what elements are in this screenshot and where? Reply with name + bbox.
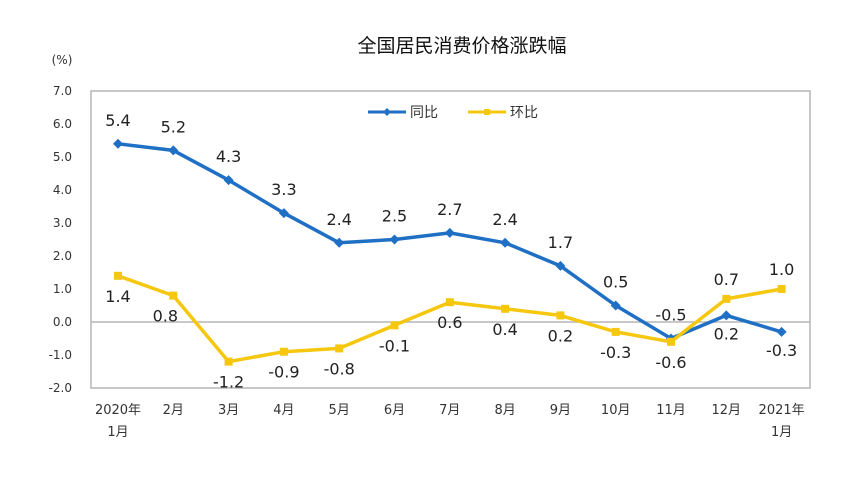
data-point xyxy=(224,357,233,366)
data-point xyxy=(555,260,566,271)
data-point xyxy=(389,234,400,245)
data-label: 3.3 xyxy=(271,180,296,199)
data-label: 0.2 xyxy=(714,324,739,343)
x-tick-label: 3月 xyxy=(218,403,239,418)
data-point xyxy=(444,227,455,238)
y-tick-label: -2.0 xyxy=(49,381,72,395)
data-label: -0.5 xyxy=(655,306,686,325)
data-label: 2.4 xyxy=(326,210,351,229)
x-tick-label: 2月 xyxy=(163,403,184,418)
data-label: 0.6 xyxy=(437,313,462,332)
data-point xyxy=(223,175,234,186)
legend-label: 同比 xyxy=(410,105,438,121)
data-label: -0.8 xyxy=(324,359,355,378)
data-label: 5.2 xyxy=(161,117,186,136)
data-label: 0.2 xyxy=(548,326,573,345)
y-tick-label: 4.0 xyxy=(53,183,72,197)
data-point xyxy=(776,326,787,337)
y-tick-label: 0.0 xyxy=(53,315,72,329)
data-point xyxy=(278,208,289,219)
legend-marker xyxy=(383,108,391,116)
x-tick-label: 7月 xyxy=(439,403,460,418)
x-tick-label: 6月 xyxy=(384,403,405,418)
data-point xyxy=(390,321,399,330)
y-axis-label: (%) xyxy=(52,53,73,67)
data-label: -0.1 xyxy=(379,336,410,355)
plot-area xyxy=(90,90,811,389)
y-tick-label: 6.0 xyxy=(53,117,72,131)
data-label: 0.5 xyxy=(603,273,628,292)
x-tick-label: 2021年 1月 xyxy=(759,403,805,440)
data-label: 4.3 xyxy=(216,147,241,166)
data-label: -1.2 xyxy=(213,373,244,392)
data-point xyxy=(114,271,122,280)
data-point xyxy=(501,304,510,313)
data-label: 2.5 xyxy=(382,207,407,226)
data-label: 0.7 xyxy=(714,270,739,289)
data-point xyxy=(721,310,732,321)
data-label: 0.4 xyxy=(492,320,517,339)
legend-marker xyxy=(484,109,490,115)
data-point xyxy=(610,300,621,311)
data-label: -0.3 xyxy=(766,341,797,360)
chart-title: 全国居民消费价格涨跌幅 xyxy=(357,35,566,57)
x-tick-label: 11月 xyxy=(656,403,686,418)
data-label: 2.7 xyxy=(437,200,462,219)
data-point xyxy=(556,311,565,320)
data-label: 1.7 xyxy=(548,233,573,252)
data-point xyxy=(445,298,454,307)
data-label: 5.4 xyxy=(105,111,130,130)
data-point xyxy=(334,237,345,248)
data-point xyxy=(279,347,288,356)
y-tick-label: 5.0 xyxy=(53,150,72,164)
data-point xyxy=(777,285,786,293)
y-tick-label: 2.0 xyxy=(53,249,72,263)
legend: 同比 环比 xyxy=(368,105,538,121)
y-tick-label: -1.0 xyxy=(49,348,72,362)
data-label: -0.6 xyxy=(655,353,686,372)
x-tick-label: 9月 xyxy=(550,403,571,418)
data-point xyxy=(113,138,123,149)
data-label: 0.8 xyxy=(153,307,178,326)
x-tick-label: 12月 xyxy=(712,403,742,418)
x-tick-label: 10月 xyxy=(601,403,631,418)
data-label: -0.3 xyxy=(600,343,631,362)
data-label: 2.4 xyxy=(492,210,517,229)
data-point xyxy=(500,237,511,248)
x-tick-label: 5月 xyxy=(329,403,350,418)
data-point xyxy=(667,337,675,346)
y-tick-label: 7.0 xyxy=(53,84,72,98)
x-tick-label: 8月 xyxy=(494,403,515,418)
x-tick-label: 2020年 1月 xyxy=(95,403,141,440)
x-tick-label: 4月 xyxy=(273,403,294,418)
data-label: -0.9 xyxy=(268,363,299,382)
y-tick-label: 1.0 xyxy=(53,282,72,296)
data-label: 1.0 xyxy=(769,260,794,279)
y-tick-label: 3.0 xyxy=(53,216,72,230)
data-point xyxy=(611,327,620,336)
data-point xyxy=(168,145,179,156)
data-label: 1.4 xyxy=(105,287,130,306)
data-point xyxy=(335,344,344,353)
data-point xyxy=(722,294,731,303)
legend-label: 环比 xyxy=(510,105,538,121)
data-point xyxy=(169,291,178,300)
